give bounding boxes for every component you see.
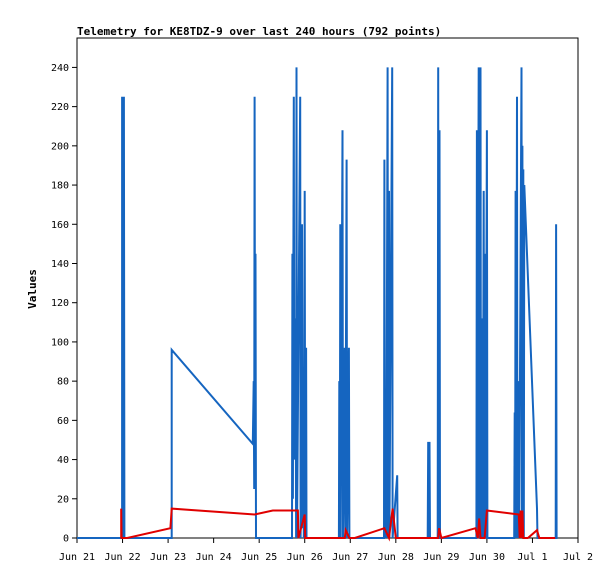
x-tick-label: Jun 21 xyxy=(59,552,95,563)
series-layer xyxy=(77,67,558,542)
y-tick-label: 60 xyxy=(57,416,69,427)
y-axis: 0 20 40 60 80 100 120 140 160 180 200 220 240 xyxy=(51,63,77,545)
plot-frame xyxy=(76,37,579,539)
x-tick-label: Jun 30 xyxy=(469,552,505,563)
y-tick-label: 220 xyxy=(51,102,69,113)
x-tick-label: Jun 25 xyxy=(241,552,277,563)
series-line-1 xyxy=(77,67,558,539)
y-axis-label: Values xyxy=(26,269,39,309)
chart-title: Telemetry for KE8TDZ-9 over last 240 hou… xyxy=(77,25,441,38)
y-tick-label: 0 xyxy=(63,534,69,545)
x-tick-label: Jun 29 xyxy=(423,552,459,563)
y-tick-label: 140 xyxy=(51,259,69,270)
y-tick-label: 80 xyxy=(57,377,69,388)
x-tick-label: Jun 23 xyxy=(150,552,186,563)
series-line-2 xyxy=(120,507,556,542)
x-tick-label: Jul 1 xyxy=(517,552,547,563)
y-tick-label: 180 xyxy=(51,181,69,192)
y-tick-label: 100 xyxy=(51,337,69,348)
y-tick-label: 120 xyxy=(51,298,69,309)
y-tick-label: 240 xyxy=(51,63,69,74)
y-tick-label: 20 xyxy=(57,494,69,505)
y-tick-label: 200 xyxy=(51,141,69,152)
y-tick-label: 160 xyxy=(51,220,69,231)
x-tick-label: Jun 24 xyxy=(196,552,232,563)
x-tick-label: Jun 28 xyxy=(378,552,414,563)
x-tick-label: Jun 22 xyxy=(104,552,140,563)
y-tick-label: 40 xyxy=(57,455,69,466)
x-tick-label: Jun 26 xyxy=(287,552,323,563)
x-axis: Jun 21 Jun 22 Jun 23 Jun 24 Jun 25 Jun 26 Jun … xyxy=(59,538,593,563)
x-tick-label: Jul 2 xyxy=(563,552,593,563)
x-tick-label: Jun 27 xyxy=(332,552,368,563)
